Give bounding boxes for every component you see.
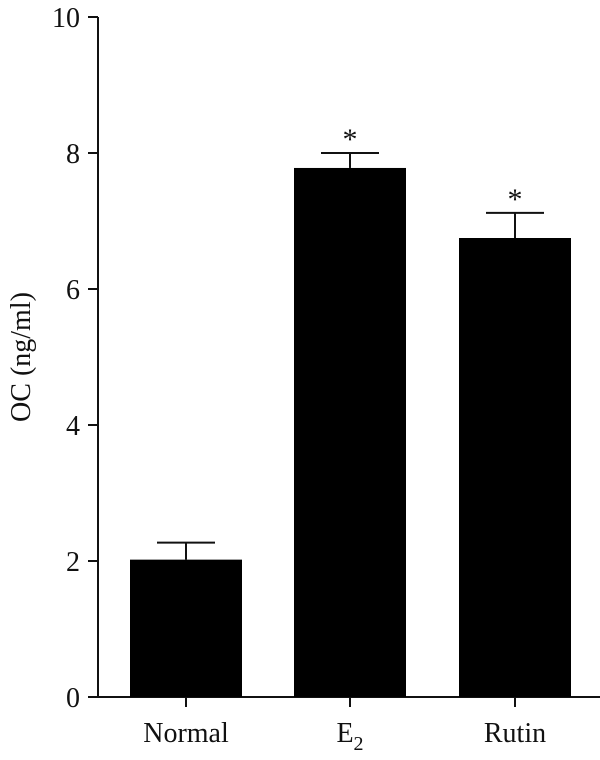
x-tick-label: Rutin bbox=[484, 718, 546, 749]
y-tick-label: 10 bbox=[52, 3, 80, 34]
y-tick-label: 0 bbox=[66, 683, 80, 714]
significance-marker: * bbox=[343, 123, 358, 156]
y-tick-label: 8 bbox=[66, 139, 80, 170]
x-axis: Normal E2 Rutin bbox=[98, 696, 600, 755]
bar bbox=[294, 167, 406, 697]
y-axis-title: OC (ng/ml) bbox=[6, 292, 37, 422]
y-axis: 0 2 4 6 8 10 bbox=[52, 3, 99, 714]
x-tick-label: Normal bbox=[143, 718, 229, 749]
bar bbox=[130, 559, 242, 697]
bars-group: ** bbox=[130, 123, 571, 697]
bar bbox=[459, 238, 571, 697]
x-tick-label: E2 bbox=[336, 718, 363, 755]
y-tick-label: 6 bbox=[66, 275, 80, 306]
significance-marker: * bbox=[508, 183, 523, 216]
y-tick-label: 4 bbox=[66, 411, 80, 442]
y-tick-label: 2 bbox=[66, 547, 80, 578]
